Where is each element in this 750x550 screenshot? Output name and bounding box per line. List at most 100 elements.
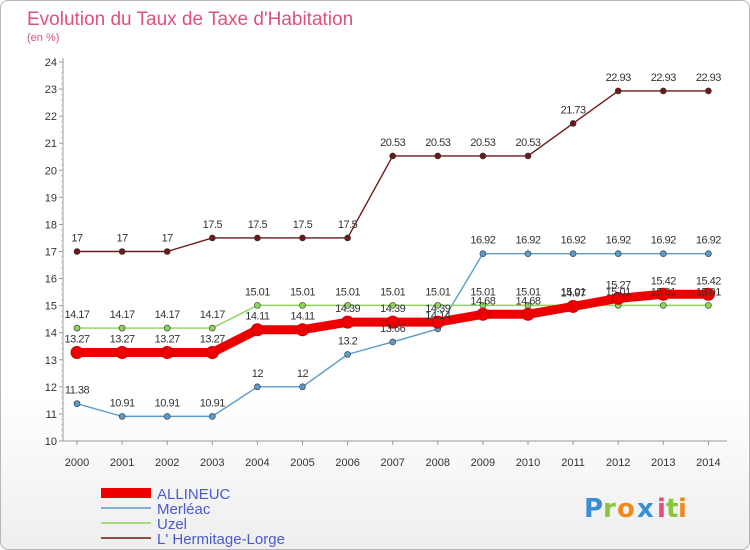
data-point <box>389 152 397 160</box>
x-tick-label: 2010 <box>516 457 540 469</box>
y-tick-label: 22 <box>45 111 57 123</box>
data-point <box>163 324 171 332</box>
data-label: 20.53 <box>380 137 405 149</box>
data-label: 15.27 <box>606 279 631 291</box>
data-point <box>614 250 622 257</box>
data-label: 15.01 <box>515 286 540 298</box>
data-label: 14.17 <box>155 309 180 321</box>
data-label: 21.73 <box>561 104 586 116</box>
y-tick-label: 21 <box>45 138 57 150</box>
data-label: 12 <box>252 368 264 380</box>
data-point <box>73 400 81 407</box>
data-point <box>299 383 306 391</box>
data-label: 22.93 <box>696 72 721 84</box>
data-point <box>209 324 216 332</box>
data-label: 15.42 <box>651 275 676 287</box>
x-axis: 2000 2001 2002 2003 2004 2005 2006 2007 2008 2009… <box>63 440 727 469</box>
data-label: 22.93 <box>606 72 631 84</box>
legend-label: Uzel <box>157 516 187 533</box>
y-tick-label: 24 <box>45 57 57 69</box>
data-label: 17.5 <box>203 219 223 231</box>
y-axis: 10 11 12 13 14 15 16 17 18 19 20 21 22 23 24 <box>45 57 64 448</box>
data-label: 14.11 <box>245 311 270 323</box>
data-point <box>344 302 351 309</box>
data-point <box>163 248 171 255</box>
data-point <box>705 250 712 257</box>
data-point <box>479 152 487 160</box>
y-tick-label: 18 <box>45 219 57 231</box>
x-tick-label: 2011 <box>561 457 585 469</box>
data-label: 15.01 <box>335 286 360 298</box>
data-label: 11.38 <box>65 385 90 397</box>
data-label: 14.39 <box>335 303 360 315</box>
y-tick-label: 11 <box>46 409 57 421</box>
proxiti-logo: P r o x i t i <box>584 494 687 524</box>
data-label: 16.92 <box>651 235 676 247</box>
data-label: 10.91 <box>110 397 135 409</box>
data-label: 15.01 <box>290 286 315 298</box>
x-tick-label: 2007 <box>380 457 404 469</box>
legend-label: Merléac <box>157 501 211 518</box>
data-label: 16.92 <box>470 235 495 247</box>
x-tick-label: 2006 <box>335 457 359 469</box>
svg-text:t: t <box>666 494 678 524</box>
series-l-hermitage-lorge <box>73 87 712 255</box>
data-label: 15.01 <box>245 286 270 298</box>
data-label: 15.01 <box>470 286 495 298</box>
x-tick-label: 2001 <box>110 457 134 469</box>
data-label: 20.53 <box>470 137 495 149</box>
data-label: 20.53 <box>515 137 540 149</box>
data-point <box>389 302 397 309</box>
y-tick-label: 10 <box>45 436 57 448</box>
x-tick-label: 2003 <box>200 457 224 469</box>
data-point <box>118 324 126 332</box>
svg-text:x: x <box>637 494 654 524</box>
y-tick-label: 23 <box>45 84 57 96</box>
data-label: 13.27 <box>200 333 225 345</box>
data-label: 14.68 <box>470 295 495 307</box>
svg-text:r: r <box>603 494 616 524</box>
data-label: 13.27 <box>110 333 135 345</box>
data-point <box>389 338 397 346</box>
data-point <box>566 299 580 313</box>
data-point <box>659 302 667 309</box>
data-label: 16.92 <box>561 235 586 247</box>
data-point <box>524 152 532 160</box>
data-point <box>344 351 351 358</box>
data-point <box>250 323 264 337</box>
data-label: 12 <box>297 368 309 380</box>
data-label: 13.66 <box>380 323 405 335</box>
data-point <box>118 248 126 255</box>
data-point <box>254 302 261 309</box>
y-tick-label: 19 <box>45 192 57 204</box>
data-label: 14.97 <box>561 287 586 299</box>
data-point <box>299 302 306 309</box>
data-label: 13.2 <box>338 335 358 347</box>
data-point <box>611 291 625 305</box>
x-tick-label: 2009 <box>471 457 495 469</box>
svg-text:o: o <box>617 494 635 524</box>
y-tick-label: 13 <box>45 355 57 367</box>
data-label: 22.93 <box>651 72 676 84</box>
data-point <box>254 234 261 242</box>
data-label: 14.17 <box>64 309 89 321</box>
data-point <box>434 302 442 309</box>
data-label: 16.92 <box>696 235 721 247</box>
data-point <box>386 315 400 329</box>
svg-text:i: i <box>657 494 666 524</box>
data-point <box>118 413 126 420</box>
data-label: 15.42 <box>696 275 721 287</box>
x-tick-label: 2002 <box>155 457 179 469</box>
data-label: 15.01 <box>425 286 450 298</box>
data-label: 15.01 <box>380 286 405 298</box>
data-label: 17.5 <box>293 219 313 231</box>
data-point <box>569 120 577 127</box>
x-tick-label: 2012 <box>606 457 630 469</box>
data-label: 15.01 <box>696 286 721 298</box>
data-point <box>656 287 670 301</box>
svg-text:P: P <box>584 494 603 524</box>
data-point <box>569 250 577 257</box>
data-label: 15.01 <box>651 286 676 298</box>
